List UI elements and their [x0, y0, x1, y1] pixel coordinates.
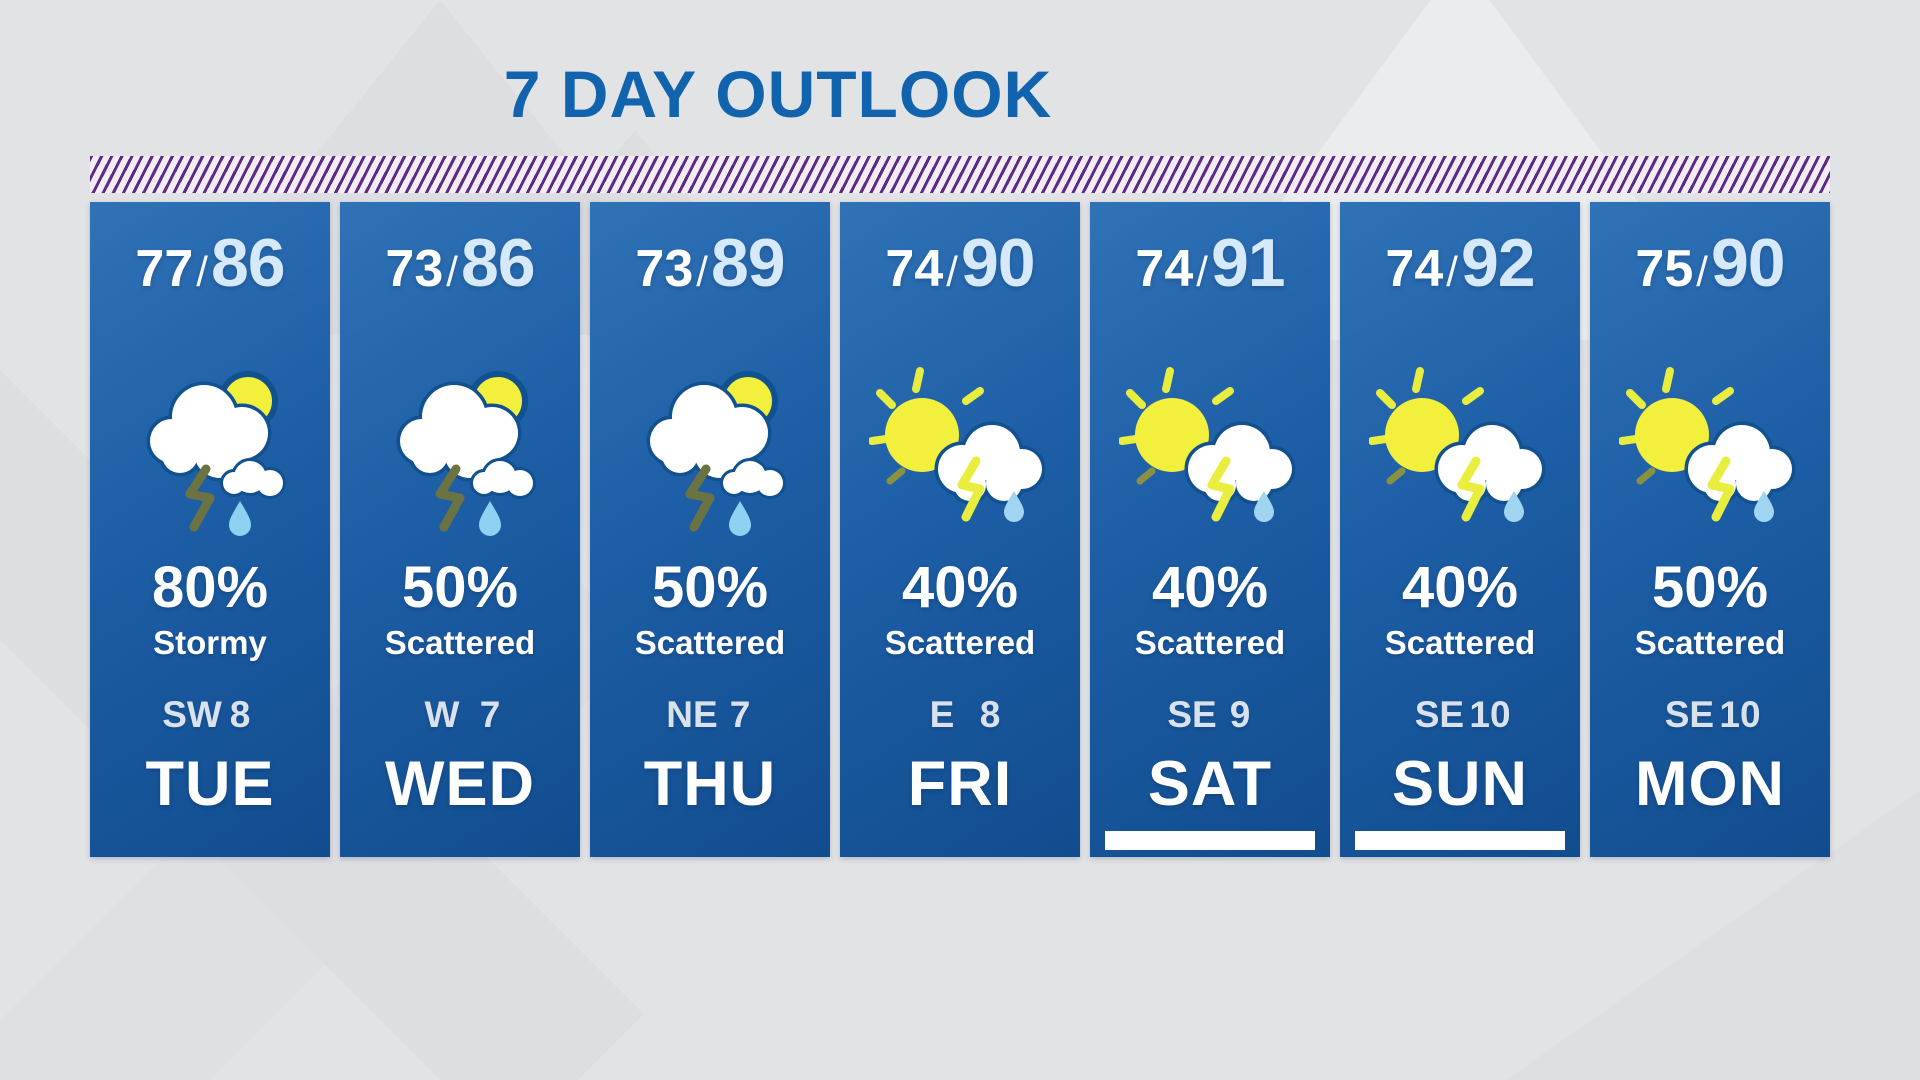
temperature-row: 73 / 89	[590, 224, 830, 302]
wind-speed: 10	[1469, 694, 1511, 735]
wind-speed: 8	[229, 694, 251, 735]
forecast-card-thu: 73 / 89	[590, 202, 830, 857]
wind-direction: NE	[666, 694, 718, 735]
temp-separator: /	[196, 248, 208, 295]
low-temp: 73	[385, 240, 444, 298]
high-temp: 86	[210, 225, 286, 301]
temp-separator: /	[446, 248, 458, 295]
weather-icon-slot	[590, 352, 830, 552]
forecast-card-tue: 77 / 86	[90, 202, 330, 857]
temperature-row: 74 / 91	[1090, 224, 1330, 302]
sky-condition: Scattered	[1634, 624, 1786, 661]
high-temp: 91	[1210, 225, 1286, 301]
sky-condition: Scattered	[634, 624, 786, 661]
temp-separator: /	[696, 248, 708, 295]
cloud-sun-storm-icon	[396, 371, 536, 536]
wind-direction: SW	[162, 694, 222, 735]
wind-speed: 9	[1229, 694, 1251, 735]
high-temp: 90	[1710, 225, 1786, 301]
temperature-row: 75 / 90	[1590, 224, 1830, 302]
wind-direction: SE	[1414, 694, 1465, 735]
wind-row: E 8	[840, 694, 1080, 736]
sky-condition: Stormy	[153, 624, 267, 661]
wind-direction: SE	[1167, 694, 1217, 735]
wind-row: W 7	[340, 694, 580, 736]
weather-icon-slot	[1590, 352, 1830, 552]
page-title: 7 DAY OUTLOOK	[503, 57, 1053, 131]
precip-chance: 40%	[1151, 555, 1269, 620]
precip-chance: 80%	[151, 555, 269, 620]
sun-cloud-storm-icon	[1619, 367, 1796, 522]
precip-chance: 50%	[1651, 555, 1769, 620]
temp-separator: /	[1196, 248, 1208, 295]
day-label: SUN	[1391, 749, 1528, 819]
sun-cloud-storm-icon	[1369, 367, 1546, 522]
sky-condition: Scattered	[1384, 624, 1536, 661]
precip-chance: 40%	[1401, 555, 1519, 620]
forecast-card-wed: 73 / 86	[340, 202, 580, 857]
day-label: MON	[1635, 749, 1785, 819]
weather-icon-slot	[340, 352, 580, 552]
wind-speed: 7	[479, 694, 501, 735]
low-temp: 77	[135, 240, 194, 298]
weather-icon-slot	[90, 352, 330, 552]
wind-row: SE 10	[1340, 694, 1580, 736]
wind-speed: 10	[1719, 694, 1761, 735]
cloud-sun-storm-icon	[146, 371, 286, 536]
wind-direction: W	[424, 694, 460, 735]
sun-cloud-storm-icon	[869, 367, 1046, 522]
high-temp: 89	[710, 225, 786, 301]
wind-direction: SE	[1664, 694, 1715, 735]
day-label: SAT	[1147, 749, 1273, 819]
weekend-underline	[1105, 831, 1315, 850]
forecast-row: 77 / 86	[90, 202, 1830, 857]
precip-chance: 40%	[901, 555, 1019, 620]
precip-chance: 50%	[651, 555, 769, 620]
temp-separator: /	[946, 248, 958, 295]
low-temp: 74	[885, 240, 944, 298]
temp-separator: /	[1446, 248, 1458, 295]
weekend-underline	[1355, 831, 1565, 850]
forecast-card-mon: 75 / 90	[1590, 202, 1830, 857]
day-label: WED	[385, 749, 535, 819]
high-temp: 86	[460, 225, 536, 301]
hatched-divider	[90, 156, 1830, 193]
temperature-row: 74 / 90	[840, 224, 1080, 302]
low-temp: 74	[1385, 240, 1444, 298]
weather-icon-slot	[1090, 352, 1330, 552]
day-label: THU	[643, 749, 777, 819]
wind-speed: 8	[979, 694, 1001, 735]
sun-cloud-storm-icon	[1119, 367, 1296, 522]
wind-speed: 7	[729, 694, 751, 735]
forecast-card-fri: 74 / 90	[840, 202, 1080, 857]
forecast-card-sat: 74 / 91	[1090, 202, 1330, 857]
temperature-row: 73 / 86	[340, 224, 580, 302]
high-temp: 92	[1460, 225, 1536, 301]
temp-separator: /	[1696, 248, 1708, 295]
day-label: TUE	[145, 749, 275, 819]
wind-direction: E	[929, 694, 955, 735]
high-temp: 90	[960, 225, 1036, 301]
temperature-row: 74 / 92	[1340, 224, 1580, 302]
sky-condition: Scattered	[1134, 624, 1286, 661]
day-label: FRI	[907, 749, 1013, 819]
cloud-sun-storm-icon	[646, 371, 786, 536]
precip-chance: 50%	[401, 555, 519, 620]
low-temp: 74	[1135, 240, 1194, 298]
weather-icon-slot	[840, 352, 1080, 552]
low-temp: 73	[635, 240, 694, 298]
wind-row: SE 10	[1590, 694, 1830, 736]
low-temp: 75	[1635, 240, 1694, 298]
wind-row: NE 7	[590, 694, 830, 736]
weather-icon-slot	[1340, 352, 1580, 552]
temperature-row: 77 / 86	[90, 224, 330, 302]
forecast-card-sun: 74 / 92	[1340, 202, 1580, 857]
sky-condition: Scattered	[884, 624, 1036, 661]
sky-condition: Scattered	[384, 624, 536, 661]
wind-row: SE 9	[1090, 694, 1330, 736]
wind-row: SW 8	[90, 694, 330, 736]
